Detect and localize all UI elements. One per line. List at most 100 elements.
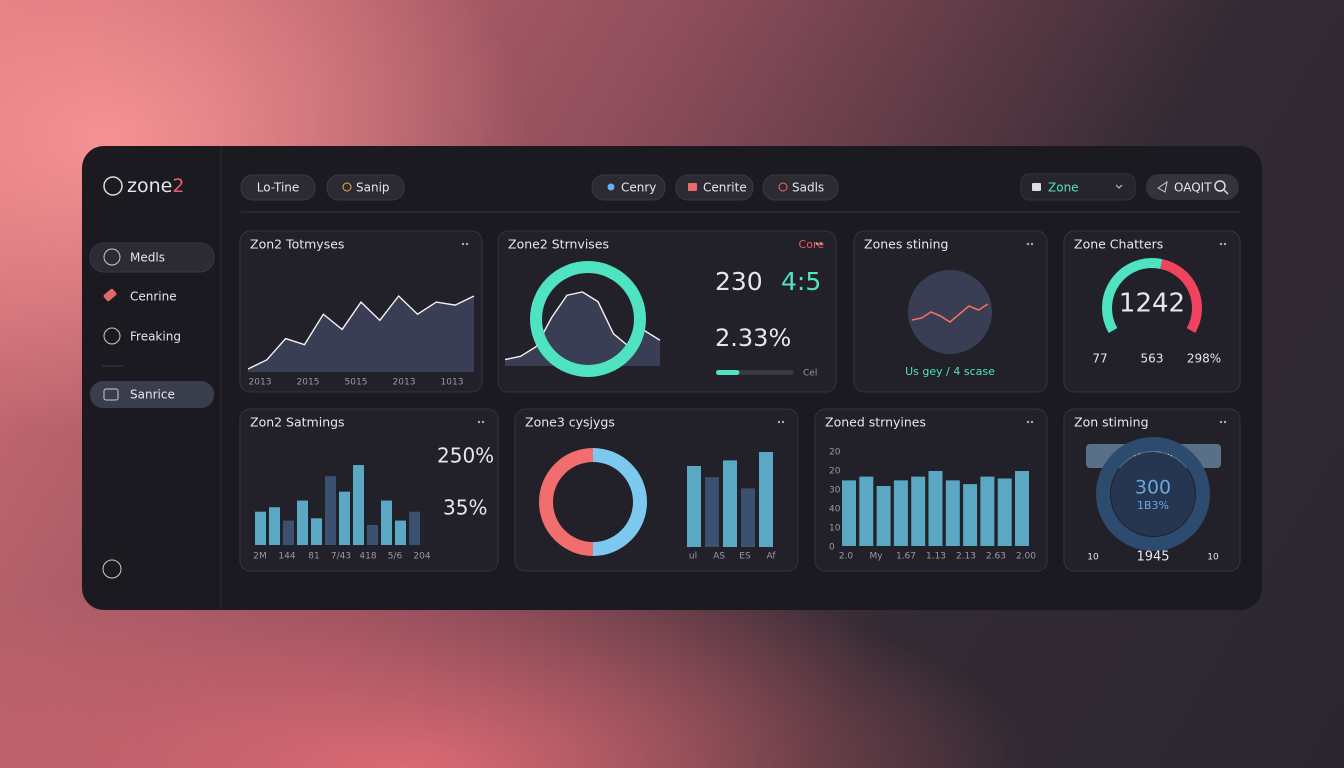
- menu-dot: [1026, 242, 1030, 246]
- card: [497, 230, 837, 393]
- card-title: Zone2 Strnvises: [508, 237, 609, 252]
- logo-icon: [103, 176, 123, 196]
- bar: [911, 476, 926, 546]
- bar: [325, 476, 336, 545]
- nav-label[interactable]: Freaking: [130, 330, 181, 344]
- card: [1063, 230, 1241, 393]
- tab[interactable]: [240, 174, 316, 201]
- brand-name: zone: [127, 175, 172, 197]
- ring-inner: [1111, 452, 1195, 536]
- bar: [928, 471, 943, 546]
- y-label: 20: [829, 467, 841, 477]
- nav-item-active[interactable]: [90, 381, 214, 408]
- ring-value: 300: [1135, 477, 1171, 499]
- x-label: My: [869, 552, 883, 562]
- x-label: 2.0: [839, 552, 854, 562]
- y-label: 30: [829, 486, 841, 496]
- bar: [395, 520, 406, 545]
- menu-dot: [777, 420, 781, 424]
- x-label: 2M: [253, 552, 267, 562]
- bar: [353, 465, 364, 545]
- gauge-arc: [1160, 259, 1202, 333]
- dropdown[interactable]: [1020, 173, 1136, 201]
- tab[interactable]: [591, 174, 666, 201]
- tab-icon: [688, 183, 697, 191]
- magnifier: [1223, 189, 1229, 195]
- card: [514, 408, 799, 572]
- card-title: Zones stining: [864, 237, 948, 252]
- line: [247, 294, 475, 370]
- bar: [255, 511, 266, 545]
- stat: 4:5: [781, 267, 821, 296]
- tab-label[interactable]: Cenrite: [703, 181, 747, 195]
- y-label: 0: [829, 543, 835, 553]
- x-label: 2.63: [986, 552, 1006, 562]
- nav-label[interactable]: Medls: [130, 251, 165, 265]
- menu-dot: [1030, 420, 1034, 424]
- y-label: 10: [829, 524, 841, 534]
- menu-dot: [1030, 242, 1034, 246]
- bar: [409, 511, 420, 545]
- x-label: 2015: [297, 378, 320, 388]
- menu-dot: [1219, 420, 1223, 424]
- tab[interactable]: [675, 174, 754, 201]
- stat: 250%: [437, 444, 494, 468]
- bar: [311, 518, 322, 545]
- menu-dot: [1223, 420, 1227, 424]
- bar: [893, 480, 908, 546]
- magnifier: [1214, 180, 1226, 192]
- bar: [687, 465, 701, 547]
- dropdown-icon: [1032, 183, 1041, 191]
- tab[interactable]: [326, 174, 405, 201]
- bar: [1015, 471, 1029, 546]
- menu-dot: [1219, 242, 1223, 246]
- nav-item[interactable]: [89, 242, 215, 273]
- donut-segment: [539, 448, 594, 556]
- tab-label[interactable]: Sadls: [792, 181, 824, 195]
- note: Cel: [803, 369, 817, 379]
- tab-label[interactable]: Cenry: [621, 181, 656, 195]
- tab-label[interactable]: Sanip: [356, 181, 390, 195]
- stat: 77: [1092, 352, 1107, 366]
- menu-dot: [819, 242, 823, 246]
- x-label: 2013: [393, 378, 416, 388]
- search[interactable]: [1146, 174, 1239, 200]
- search-label[interactable]: OAQIT: [1174, 181, 1212, 195]
- stat: 1945: [1136, 550, 1169, 565]
- chevron: [1115, 184, 1123, 189]
- card: [239, 408, 499, 572]
- x-label: 1.67: [896, 552, 916, 562]
- nav-label[interactable]: Sanrice: [130, 388, 175, 402]
- menu-dot: [477, 420, 481, 424]
- menu-dot: [481, 420, 485, 424]
- tab[interactable]: [762, 174, 839, 201]
- bar: [741, 488, 755, 547]
- dropdown-label[interactable]: Zone: [1048, 181, 1079, 195]
- tag: Core: [799, 238, 825, 251]
- bar: [963, 484, 978, 546]
- card-title: Zone3 cysjygs: [525, 415, 615, 430]
- tab-icon: [342, 182, 352, 192]
- bar: [269, 507, 280, 545]
- nav-label[interactable]: Cenrine: [130, 290, 177, 304]
- bar: [283, 520, 294, 545]
- x-label: Af: [766, 552, 776, 562]
- card-title: Zon stiming: [1074, 415, 1149, 430]
- x-label: 1.13: [926, 552, 946, 562]
- bar: [842, 480, 856, 546]
- ring-sub: 1B3%: [1137, 499, 1169, 512]
- x-label: 81: [308, 552, 319, 562]
- card-title: Zon2 Satmings: [250, 415, 345, 430]
- x-label: ES: [739, 552, 751, 562]
- tab-label[interactable]: Lo-Tine: [257, 181, 300, 195]
- gauge-arc: [1102, 258, 1163, 333]
- nav-icon: [103, 288, 117, 302]
- x-label: 5/6: [388, 552, 403, 562]
- bar: [297, 500, 308, 545]
- settings-icon[interactable]: [102, 559, 122, 579]
- card-title: Zone Chatters: [1074, 237, 1163, 252]
- ring: [530, 261, 646, 377]
- x-label: 1013: [441, 378, 464, 388]
